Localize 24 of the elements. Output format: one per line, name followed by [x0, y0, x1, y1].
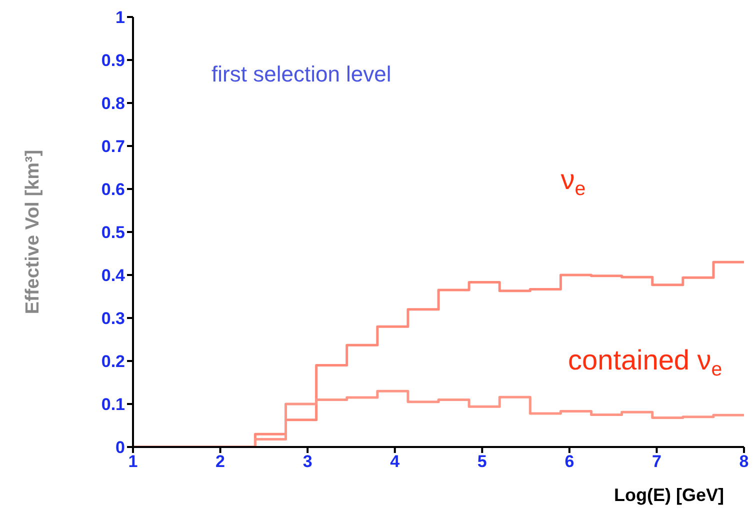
x-tick-label: 7: [652, 452, 662, 472]
y-tick-label: 0.4: [101, 266, 126, 286]
y-tick-label: 0: [116, 438, 125, 458]
y-tick-label: 1: [116, 8, 125, 28]
annotation: first selection level: [212, 62, 392, 86]
y-tick-label: 0.6: [101, 180, 125, 200]
x-axis-title: Log(E) [GeV]: [614, 485, 724, 505]
x-tick-label: 6: [564, 452, 574, 472]
x-tick-label: 4: [390, 452, 400, 472]
y-tick-label: 0.9: [101, 51, 125, 70]
x-tick-label: 2: [216, 452, 226, 472]
y-axis-title: Effective Vol [km³]: [22, 150, 44, 314]
y-tick-label: 0.1: [101, 395, 125, 414]
x-tick-label: 1: [128, 452, 138, 472]
x-tick-label: 8: [739, 452, 749, 472]
y-tick-label: 0.3: [101, 309, 125, 328]
y-tick-label: 0.8: [101, 94, 125, 114]
y-tick-label: 0.2: [101, 352, 125, 372]
text: ν$_{e}$: [560, 164, 586, 200]
x-tick-label: 3: [302, 452, 312, 472]
y-tick-label: 0.5: [101, 223, 125, 242]
y-tick-label: 0.7: [101, 137, 125, 156]
series-label: contained ν$_{e}$: [568, 344, 722, 381]
x-tick-label: 5: [477, 452, 487, 472]
